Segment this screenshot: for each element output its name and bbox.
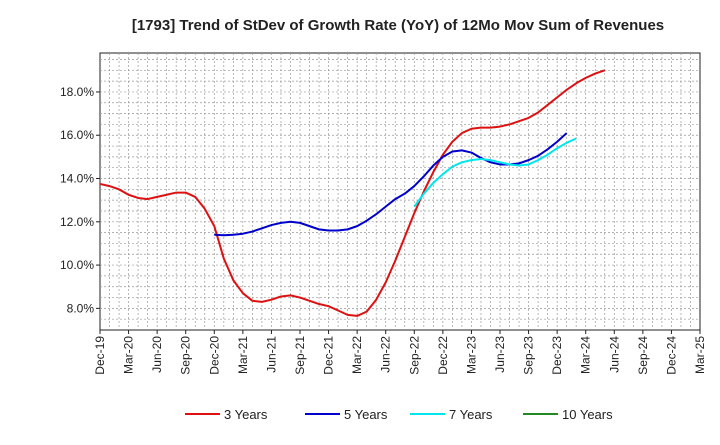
x-tick-label: Jun-22 [379,336,393,373]
y-tick-label: 14.0% [60,172,94,186]
x-tick-label: Mar-20 [122,336,136,374]
x-axis-ticks: Dec-19 Mar-20 Jun-20 Sep-20 Dec-20 Mar-21 Jun-… [93,330,707,375]
chart-title: [1793] Trend of StDev of Growth Rate (Yo… [132,17,664,34]
y-tick-label: 16.0% [60,128,94,142]
x-tick-label: Dec-20 [207,336,221,375]
series-line-7-years [413,137,577,208]
x-tick-label: Mar-22 [350,336,364,374]
legend: 3 Years 5 Years 7 Years 10 Years [185,407,613,422]
x-tick-label: Dec-22 [436,336,450,375]
legend-label-10-years: 10 Years [562,407,613,422]
series-line-3-years [99,69,606,317]
x-tick-label: Sep-22 [407,336,421,375]
x-tick-label: Jun-24 [607,336,621,373]
x-tick-label: Sep-20 [179,336,193,375]
x-tick-label: Sep-24 [636,336,650,375]
grid-layer [100,53,700,330]
x-tick-label: Dec-19 [93,336,107,375]
x-tick-label: Mar-23 [464,336,478,374]
legend-label-5-years: 5 Years [344,407,388,422]
x-tick-label: Dec-21 [322,336,336,375]
x-tick-label: Mar-25 [693,336,707,374]
y-tick-label: 18.0% [60,85,94,99]
x-tick-label: Dec-24 [664,336,678,375]
series-layer [99,69,606,317]
y-axis-ticks: 8.0% 10.0% 12.0% 14.0% 16.0% 18.0% [60,85,100,315]
x-tick-label: Mar-21 [236,336,250,374]
x-tick-label: Sep-23 [522,336,536,375]
y-tick-label: 8.0% [67,301,95,315]
x-tick-label: Jun-21 [264,336,278,373]
legend-label-7-years: 7 Years [449,407,493,422]
y-tick-label: 10.0% [60,258,94,272]
x-tick-label: Dec-23 [550,336,564,375]
plot-area [99,52,701,331]
legend-label-3-years: 3 Years [224,407,268,422]
x-tick-label: Mar-24 [579,336,593,374]
y-tick-label: 12.0% [60,215,94,229]
x-tick-label: Sep-21 [293,336,307,375]
x-tick-label: Jun-23 [493,336,507,373]
x-tick-label: Jun-20 [150,336,164,373]
